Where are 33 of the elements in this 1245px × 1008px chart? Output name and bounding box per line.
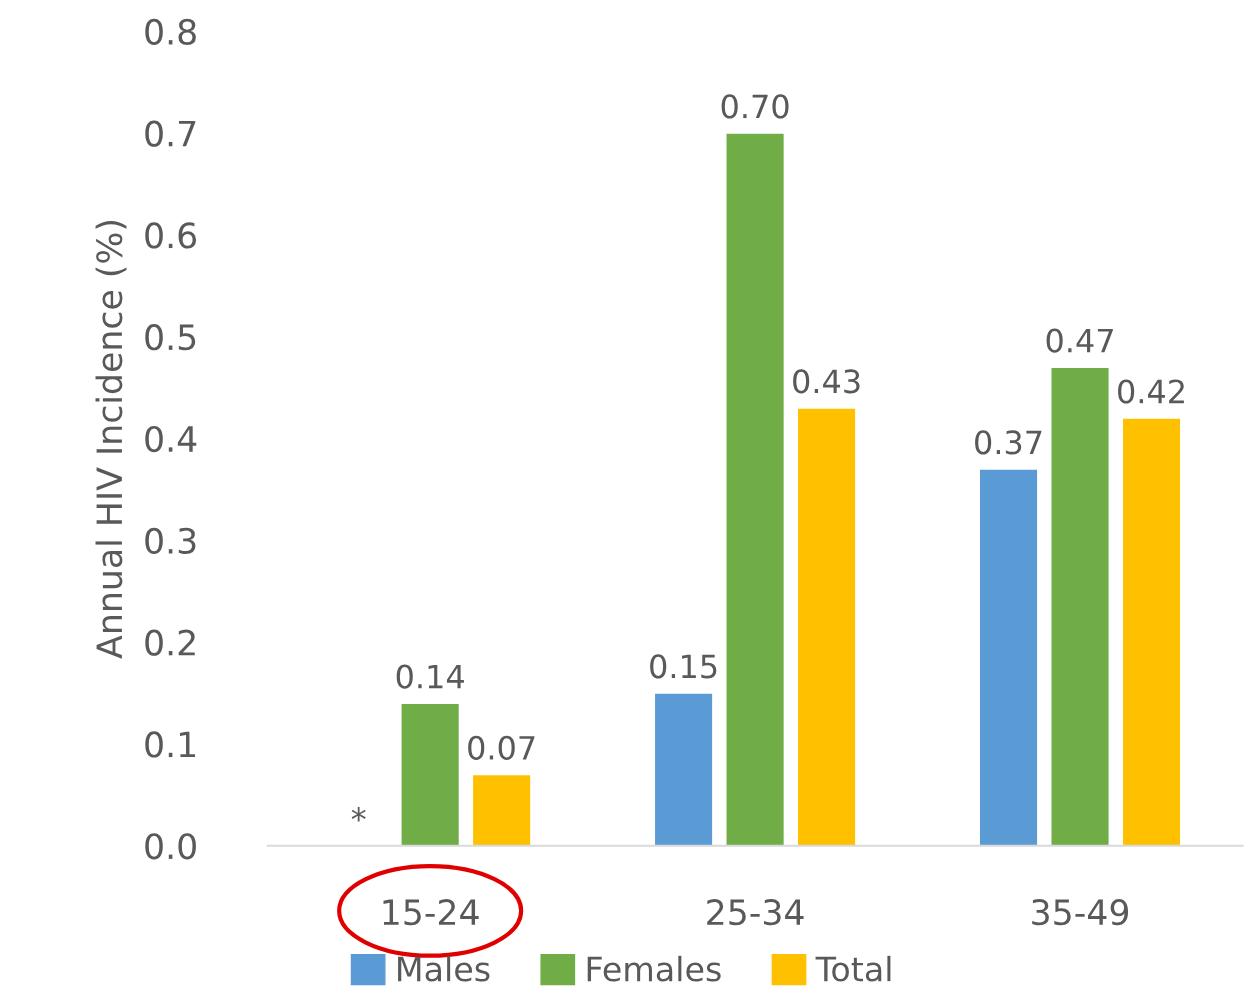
bar [796, 407, 857, 846]
x-tick-label: 35-49 [1032, 899, 1129, 926]
data-label: 0.07 [468, 735, 535, 760]
legend-label: Males [398, 955, 490, 982]
data-label: 0.37 [975, 430, 1042, 455]
data-label: 0.15 [650, 654, 717, 679]
y-axis-title: Annual HIV Incidence (%) [95, 221, 127, 659]
y-tick-label: 0.6 [145, 222, 197, 249]
y-tick-label: 0.2 [145, 629, 195, 656]
bar [725, 132, 786, 846]
y-tick-label: 0.0 [145, 833, 196, 860]
x-tick-label: 25-34 [707, 899, 804, 926]
text: * [351, 807, 366, 822]
y-tick-label: 0.1 [145, 731, 196, 758]
data-label: 0.42 [1118, 379, 1184, 404]
y-tick-label: 0.8 [145, 18, 196, 45]
data-label: 0.70 [721, 94, 789, 119]
data-label: 0.14 [396, 664, 464, 689]
y-tick-label: 0.4 [145, 425, 197, 453]
legend-label: Females [587, 955, 721, 982]
y-tick-label: 0.3 [145, 527, 196, 554]
data-label: 0.43 [793, 369, 860, 394]
data-label: 0.47 [1046, 328, 1113, 353]
bar [1121, 417, 1182, 846]
x-tick-label: 15-24 [383, 899, 479, 926]
bar [978, 468, 1039, 846]
y-tick-label: 0.5 [145, 324, 196, 351]
bar [471, 773, 532, 846]
bar [1050, 366, 1110, 846]
bar [400, 702, 461, 846]
y-tick-label: 0.7 [145, 120, 196, 147]
legend-label: Total [815, 955, 891, 982]
bar [653, 692, 714, 846]
